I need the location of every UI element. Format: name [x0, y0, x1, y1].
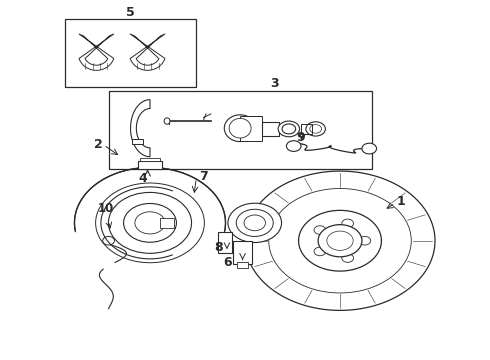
- Bar: [218, 232, 232, 253]
- Circle shape: [314, 247, 326, 256]
- Text: 9: 9: [297, 131, 305, 144]
- Circle shape: [287, 141, 301, 152]
- Text: 8: 8: [214, 241, 222, 255]
- Circle shape: [318, 225, 362, 257]
- Polygon shape: [74, 230, 226, 279]
- Ellipse shape: [164, 118, 170, 124]
- Bar: [65, 19, 196, 87]
- Circle shape: [362, 143, 376, 154]
- Circle shape: [278, 121, 299, 137]
- Circle shape: [342, 219, 353, 228]
- Text: 4: 4: [138, 172, 147, 185]
- Circle shape: [123, 203, 176, 242]
- Bar: [262, 122, 279, 136]
- Bar: [109, 91, 372, 169]
- Bar: [233, 241, 252, 264]
- Bar: [160, 217, 174, 228]
- Text: 10: 10: [98, 202, 114, 215]
- Circle shape: [244, 215, 266, 231]
- Bar: [140, 158, 160, 161]
- Polygon shape: [130, 34, 165, 70]
- Circle shape: [228, 203, 282, 243]
- Bar: [301, 124, 312, 134]
- Bar: [237, 262, 248, 267]
- Bar: [132, 139, 143, 144]
- Circle shape: [342, 254, 353, 262]
- Polygon shape: [79, 34, 114, 70]
- Circle shape: [282, 124, 295, 134]
- Ellipse shape: [224, 115, 256, 141]
- Text: 2: 2: [95, 138, 103, 151]
- Circle shape: [314, 226, 326, 234]
- Circle shape: [135, 212, 165, 234]
- Polygon shape: [298, 210, 381, 271]
- Ellipse shape: [229, 118, 251, 138]
- Bar: [138, 161, 162, 169]
- Text: 1: 1: [396, 195, 405, 208]
- Polygon shape: [74, 167, 225, 278]
- Polygon shape: [130, 100, 150, 157]
- Bar: [240, 116, 262, 141]
- Text: 7: 7: [199, 170, 208, 183]
- Polygon shape: [245, 171, 435, 310]
- Text: 6: 6: [223, 256, 232, 269]
- Circle shape: [359, 237, 371, 245]
- Text: 3: 3: [270, 77, 278, 90]
- Circle shape: [236, 209, 273, 237]
- Text: 5: 5: [126, 6, 135, 19]
- Circle shape: [103, 237, 115, 245]
